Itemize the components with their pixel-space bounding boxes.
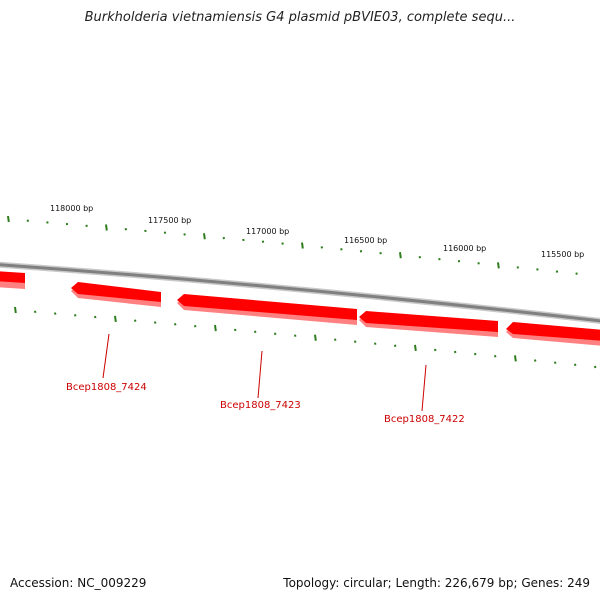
tick-label-118000: 118000 bp <box>50 204 93 213</box>
tick-label-116000: 116000 bp <box>443 244 486 253</box>
inner-tick-track <box>14 306 597 369</box>
map-title: Burkholderia vietnamiensis G4 plasmid pB… <box>84 10 516 25</box>
tick-label-117000: 117000 bp <box>246 227 289 236</box>
inner-tick-major <box>214 324 217 332</box>
scale-tick-major <box>105 224 108 231</box>
gene-label-bcep1808-7422[interactable]: Bcep1808_7422 <box>384 414 465 425</box>
scale-tick-major <box>301 242 304 249</box>
inner-tick-major <box>314 334 317 341</box>
gene-label-bcep1808-7424[interactable]: Bcep1808_7424 <box>66 382 147 393</box>
tick-label-116500: 116500 bp <box>344 236 387 245</box>
scale-tick-major <box>7 215 10 223</box>
gene-leader-line-7423 <box>257 350 263 399</box>
gene-arrow-partial-right[interactable] <box>506 322 600 346</box>
gene-arrow-bcep1808-7423[interactable] <box>177 294 357 325</box>
inner-tick-major <box>114 315 117 323</box>
gene-leader-line-7424 <box>102 333 110 379</box>
scale-tick-major <box>497 262 500 269</box>
inner-tick-major <box>14 306 17 314</box>
gene-leader-line-7422 <box>421 364 427 412</box>
gene-arrow-partial-left[interactable] <box>0 271 25 289</box>
gene-arrow-bcep1808-7422[interactable] <box>359 311 498 337</box>
gene-label-bcep1808-7423[interactable]: Bcep1808_7423 <box>220 400 301 411</box>
plasmid-backbone-core <box>0 263 600 323</box>
scale-tick-major <box>399 252 402 259</box>
scale-tick-track <box>7 215 578 275</box>
accession-text: Accession: NC_009229 <box>10 576 147 590</box>
gene-arrow-bcep1808-7424[interactable] <box>71 282 161 307</box>
summary-text: Topology: circular; Length: 226,679 bp; … <box>283 576 590 590</box>
inner-tick-major <box>514 355 517 362</box>
tick-label-117500: 117500 bp <box>148 216 191 225</box>
inner-tick-major <box>414 344 417 351</box>
tick-label-115500: 115500 bp <box>541 250 584 259</box>
scale-tick-major <box>203 233 206 240</box>
